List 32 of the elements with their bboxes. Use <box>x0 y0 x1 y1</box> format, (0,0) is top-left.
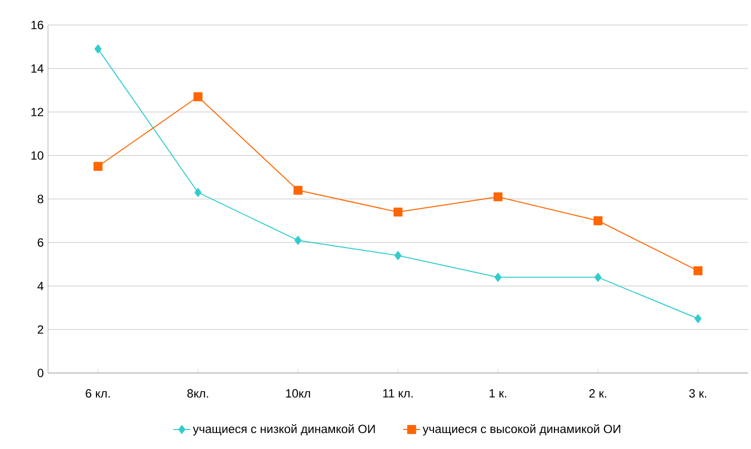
point <box>194 92 202 102</box>
y-tick-label: 4 <box>37 282 44 290</box>
x-tick-label: 10кл <box>286 389 310 398</box>
legend-label: учащиеся с низкой динамкой ОИ <box>192 424 375 436</box>
y-tick-label: 12 <box>31 108 44 116</box>
y-tick-label: 2 <box>38 325 44 334</box>
x-tick-label: 1 к. <box>490 389 506 398</box>
point <box>94 44 102 54</box>
point <box>594 272 602 282</box>
y-tick-label: 16 <box>31 20 44 30</box>
x-tick-label: 8кл. <box>187 389 208 398</box>
point <box>194 188 202 197</box>
point <box>694 314 702 324</box>
point <box>294 186 302 195</box>
point <box>294 236 302 245</box>
point <box>394 208 402 217</box>
point <box>694 266 702 276</box>
point <box>394 251 402 260</box>
point <box>494 192 502 202</box>
x-tick-label: 2 к. <box>589 389 606 398</box>
x-tick-label: 6 кл. <box>86 389 110 398</box>
x-tick-label: 3 к. <box>689 389 706 398</box>
point <box>94 162 102 171</box>
y-tick-label: 14 <box>31 64 44 73</box>
legend-label: учащиеся с высокой динамикой ОИ <box>422 424 620 436</box>
point <box>494 272 502 282</box>
y-tick-label: 10 <box>31 151 44 160</box>
y-tick-label: 0 <box>38 368 44 378</box>
y-tick-label: 6 <box>38 238 44 247</box>
point <box>594 216 602 226</box>
y-tick-label: 8 <box>38 194 44 204</box>
x-tick-label: 11 кл. <box>383 389 413 398</box>
